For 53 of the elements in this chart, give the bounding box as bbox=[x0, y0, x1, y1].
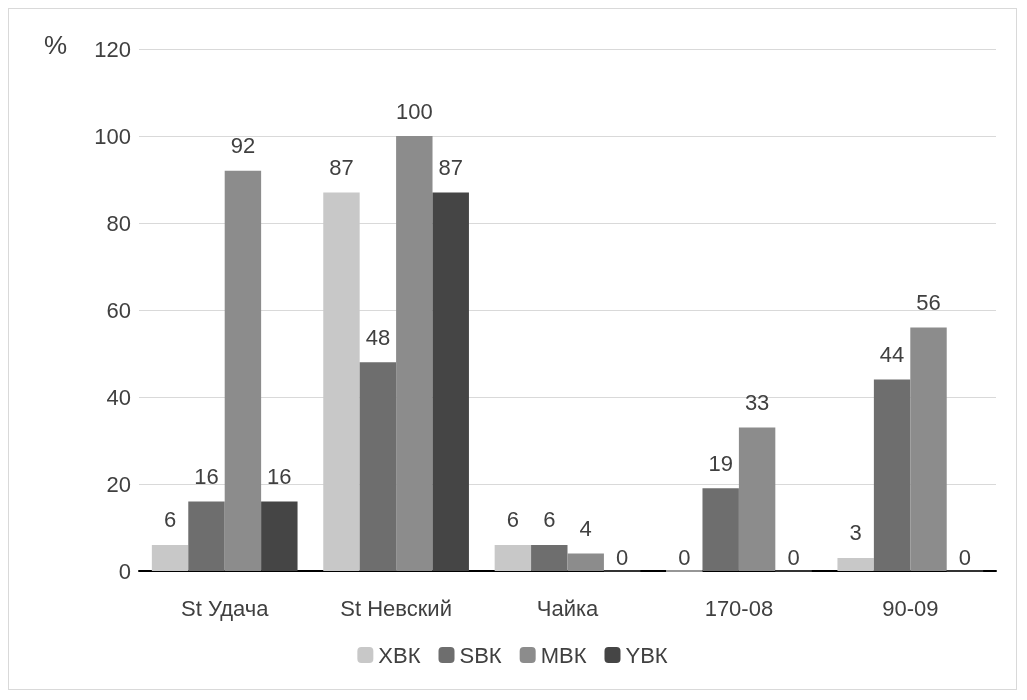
y-tick-label: 120 bbox=[94, 36, 131, 62]
bar bbox=[359, 362, 397, 571]
bar bbox=[910, 327, 947, 571]
legend-label: МВК bbox=[540, 642, 587, 668]
data-label: 33 bbox=[744, 389, 770, 415]
data-label: 19 bbox=[708, 450, 733, 476]
data-label: 100 bbox=[395, 98, 433, 124]
bar bbox=[738, 427, 776, 571]
y-tick-label: 60 bbox=[106, 297, 131, 323]
y-axis-title: % bbox=[44, 30, 68, 60]
legend-label: YВК bbox=[625, 642, 668, 668]
data-label: 6 bbox=[163, 507, 177, 533]
x-tick-label: St Невский bbox=[340, 595, 452, 621]
data-label: 56 bbox=[916, 289, 941, 315]
data-label: 0 bbox=[787, 545, 800, 570]
y-tick-label: 40 bbox=[106, 384, 131, 410]
y-tick-label: 0 bbox=[118, 558, 131, 584]
data-label: 6 bbox=[543, 507, 556, 533]
data-label: 87 bbox=[329, 155, 354, 181]
data-label: 92 bbox=[230, 133, 256, 159]
data-label: 4 bbox=[579, 516, 592, 542]
bar bbox=[396, 136, 433, 571]
bar bbox=[261, 501, 298, 571]
bar bbox=[702, 488, 739, 571]
data-label: 87 bbox=[438, 155, 463, 181]
data-label: 16 bbox=[267, 463, 292, 489]
data-label: 3 bbox=[849, 520, 862, 546]
bar bbox=[432, 192, 469, 571]
y-tick-label: 80 bbox=[106, 210, 131, 236]
bar bbox=[151, 544, 189, 571]
x-tick-label: St Удача bbox=[180, 595, 270, 621]
data-label: 16 bbox=[194, 463, 219, 489]
bar bbox=[837, 557, 874, 571]
x-tick-label: Чайка bbox=[536, 595, 600, 621]
x-tick-label: 170-08 bbox=[704, 595, 774, 621]
data-label: 44 bbox=[879, 342, 905, 368]
data-label: 48 bbox=[365, 324, 391, 350]
legend-label: ХВК bbox=[378, 642, 421, 668]
y-tick-label: 20 bbox=[106, 471, 131, 497]
x-tick-label: 90-09 bbox=[882, 595, 939, 621]
bar bbox=[873, 379, 911, 571]
data-label: 0 bbox=[678, 545, 691, 570]
bar bbox=[567, 553, 604, 571]
bar bbox=[531, 544, 568, 571]
bar bbox=[224, 170, 262, 571]
y-tick-label: 100 bbox=[94, 123, 131, 149]
bar bbox=[494, 544, 532, 571]
bar bbox=[188, 501, 225, 571]
data-label: 0 bbox=[958, 545, 972, 570]
legend-label: SВК bbox=[459, 642, 502, 668]
bar bbox=[323, 192, 360, 571]
data-label: 0 bbox=[616, 545, 629, 570]
data-label: 6 bbox=[506, 507, 519, 533]
